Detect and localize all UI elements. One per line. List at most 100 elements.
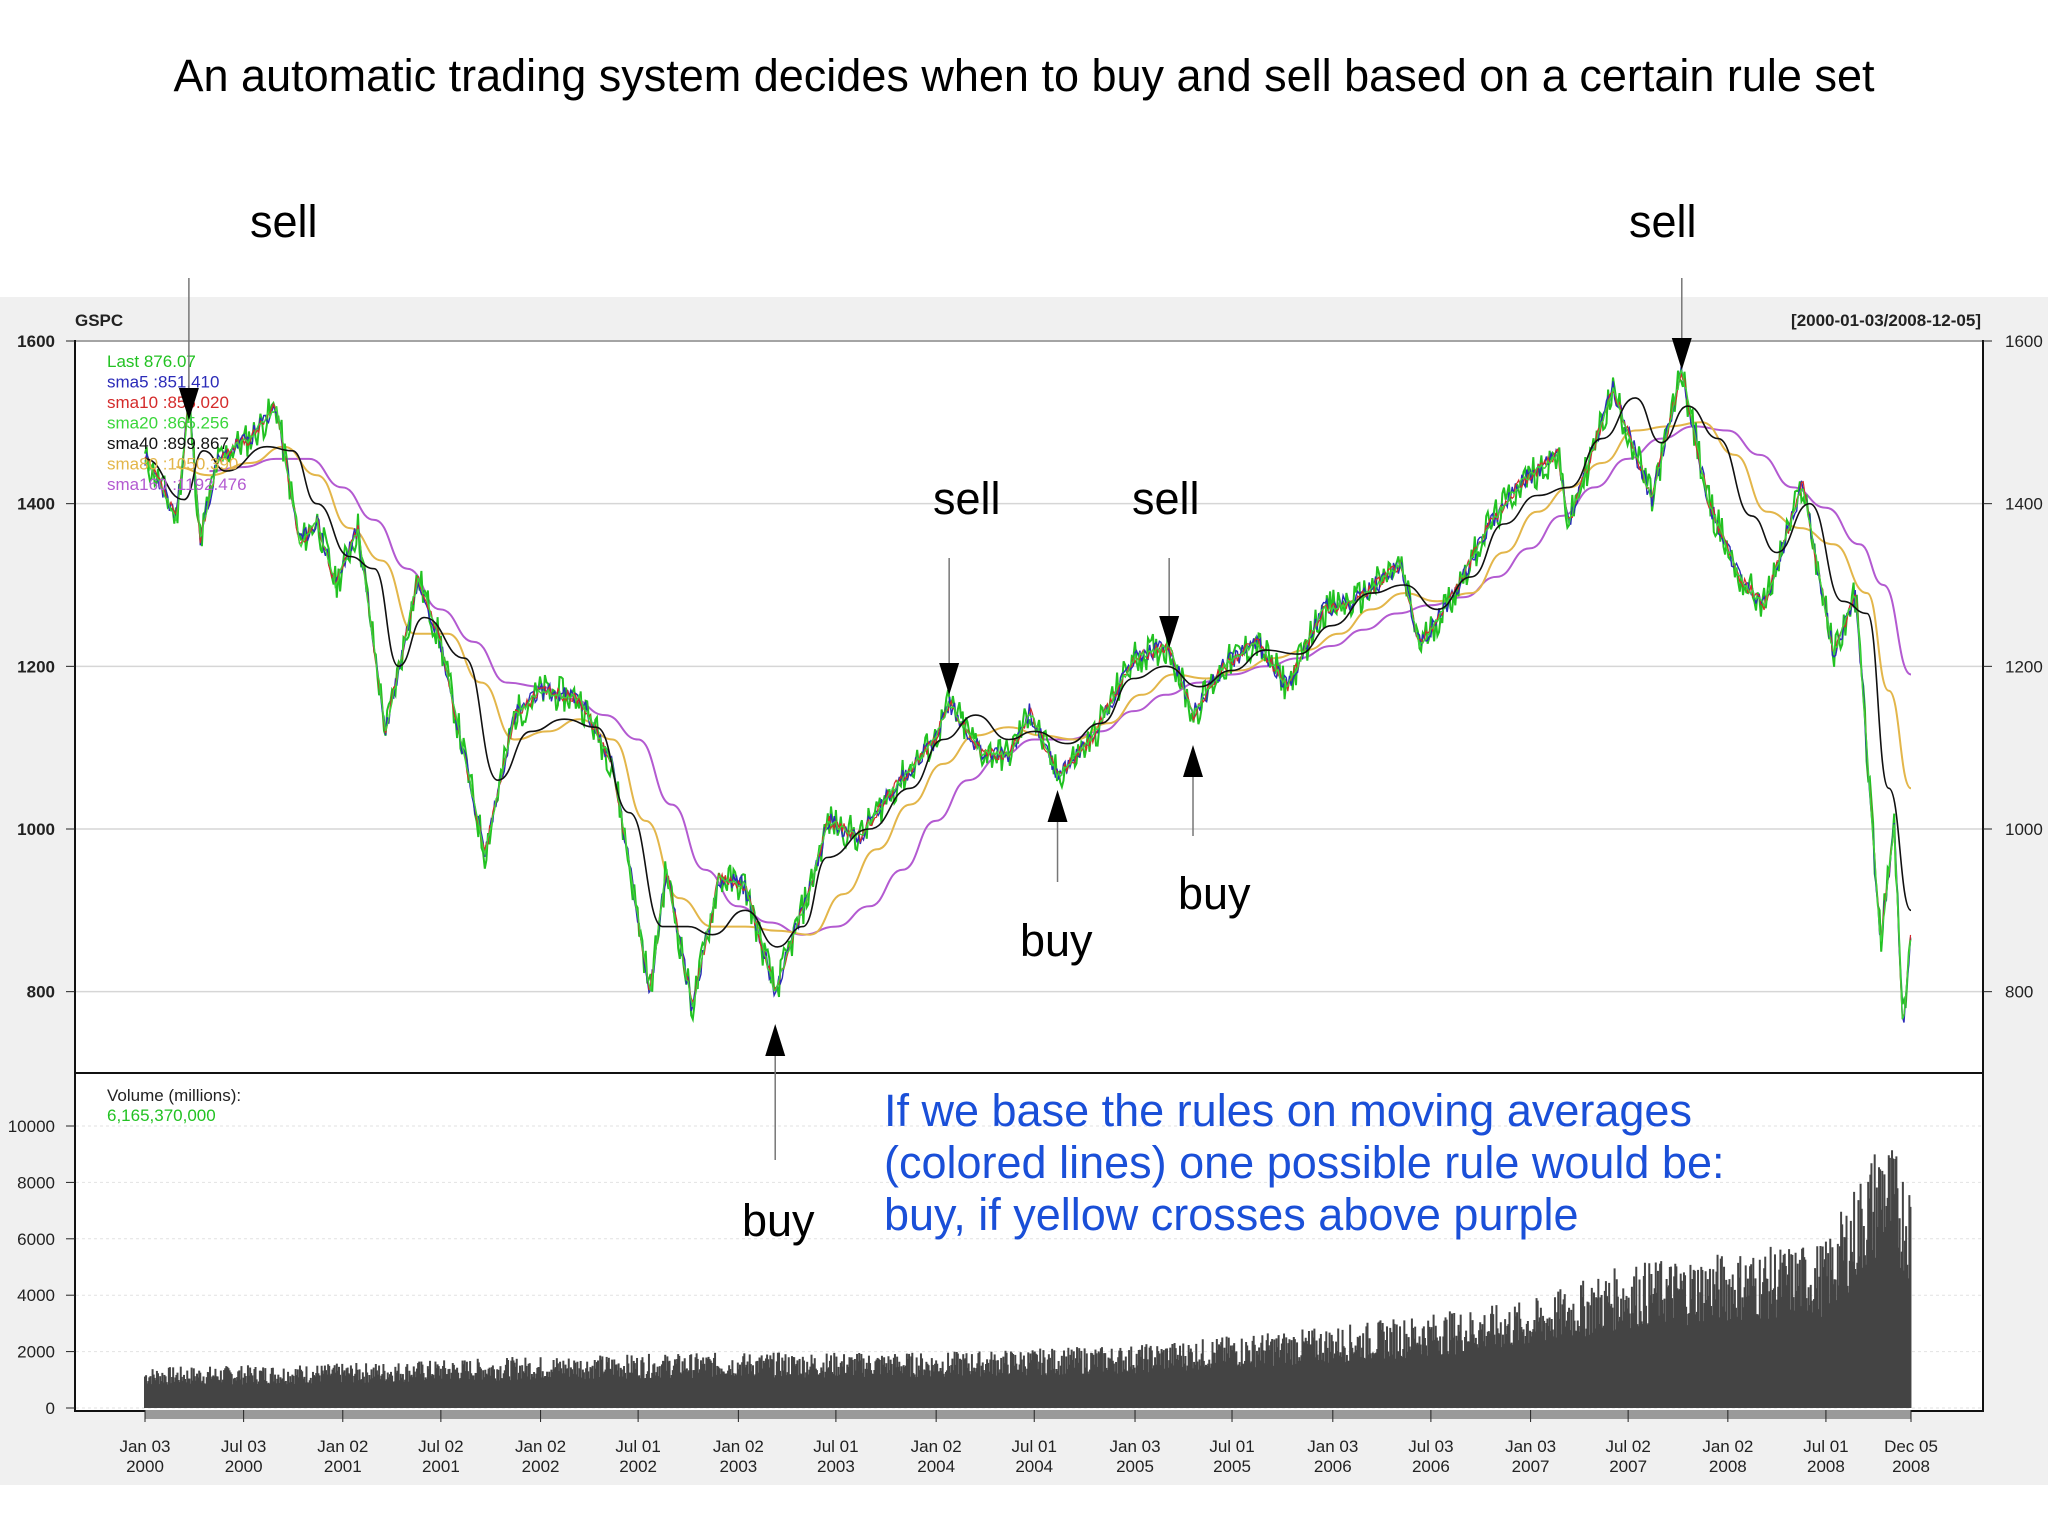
xtick-year: 2008 — [1807, 1457, 1845, 1476]
xtick-year: 2006 — [1314, 1457, 1352, 1476]
xtick-label: Jan 02 2002 — [515, 1437, 566, 1476]
sell-label: sell — [1629, 196, 1697, 247]
x-axis-band — [145, 1410, 1911, 1419]
xtick-year: 2001 — [422, 1457, 460, 1476]
volume-ytick: 8000 — [17, 1173, 55, 1192]
xtick-month: Jan 02 — [317, 1437, 368, 1456]
xtick-year: 2007 — [1512, 1457, 1550, 1476]
xtick-label: Jan 02 2004 — [911, 1437, 962, 1476]
xtick-year: 2004 — [1015, 1457, 1053, 1476]
xtick-month: Dec 05 — [1884, 1437, 1938, 1456]
legend-entry: Last 876.07 — [107, 352, 196, 371]
volume-last: 6,165,370,000 — [107, 1106, 216, 1125]
sell-label: sell — [250, 196, 318, 247]
xtick-year: 2008 — [1709, 1457, 1747, 1476]
series-layer — [144, 366, 1912, 1024]
xtick-year: 2003 — [719, 1457, 757, 1476]
xtick-label: Jul 02 2007 — [1605, 1437, 1650, 1476]
buy-label: buy — [1178, 868, 1251, 919]
ticks-layer: 800 800 1000 1000 1200 1200 1400 1400 1600 1600 0 2… — [8, 332, 2043, 1476]
xtick-label: Jan 03 2005 — [1109, 1437, 1160, 1476]
xtick-month: Jul 02 — [418, 1437, 463, 1456]
buy-label: buy — [742, 1195, 815, 1246]
xtick-year: 2002 — [619, 1457, 657, 1476]
xtick-month: Jan 02 — [1702, 1437, 1753, 1456]
xtick-month: Jul 03 — [1408, 1437, 1453, 1456]
rule-line-3: buy, if yellow crosses above purple — [884, 1189, 1579, 1240]
xtick-year: 2003 — [817, 1457, 855, 1476]
xtick-label: Jul 02 2001 — [418, 1437, 463, 1476]
price-ytick-right: 1000 — [2005, 820, 2043, 839]
xtick-month: Jul 01 — [1209, 1437, 1254, 1456]
sell-arrow-head — [1671, 338, 1692, 370]
buy-arrow-head — [1183, 745, 1204, 777]
price-ytick-right: 1200 — [2005, 657, 2043, 676]
price-ytick-right: 1400 — [2005, 495, 2043, 514]
price-ytick-right: 1600 — [2005, 332, 2043, 351]
price-ytick-left: 1400 — [17, 495, 55, 514]
sell-arrow-head — [939, 663, 960, 695]
xtick-month: Jul 01 — [615, 1437, 660, 1456]
price-ytick-left: 1600 — [17, 332, 55, 351]
xtick-month: Jan 03 — [1307, 1437, 1358, 1456]
xtick-year: 2001 — [324, 1457, 362, 1476]
xtick-label: Jan 02 2001 — [317, 1437, 368, 1476]
legend-entry: sma40 :899.867 — [107, 434, 229, 453]
volume-ytick: 2000 — [17, 1343, 55, 1362]
volume-ytick: 10000 — [8, 1117, 55, 1136]
xtick-label: Jul 03 2000 — [221, 1437, 266, 1476]
xtick-label: Jul 01 2002 — [615, 1437, 660, 1476]
xtick-month: Jan 03 — [1109, 1437, 1160, 1456]
price-ytick-left: 1200 — [17, 657, 55, 676]
xtick-month: Jan 02 — [713, 1437, 764, 1456]
xtick-label: Dec 05 2008 — [1884, 1437, 1938, 1476]
sell-arrow-head — [1159, 616, 1180, 648]
price-ytick-right: 800 — [2005, 983, 2033, 1002]
rule-line-1: If we base the rules on moving averages — [884, 1085, 1692, 1136]
xtick-month: Jan 03 — [1505, 1437, 1556, 1456]
xtick-year: 2008 — [1892, 1457, 1930, 1476]
volume-ytick: 4000 — [17, 1286, 55, 1305]
xtick-month: Jul 02 — [1605, 1437, 1650, 1456]
xtick-month: Jan 03 — [119, 1437, 170, 1456]
legend-entry: sma20 :865.256 — [107, 414, 229, 433]
xtick-label: Jan 02 2003 — [713, 1437, 764, 1476]
volume-bars — [144, 1150, 1912, 1408]
xtick-year: 2000 — [126, 1457, 164, 1476]
chart-title: GSPC — [75, 311, 123, 330]
xtick-year: 2006 — [1412, 1457, 1450, 1476]
xtick-label: Jul 01 2003 — [813, 1437, 858, 1476]
xtick-label: Jul 01 2008 — [1803, 1437, 1848, 1476]
annotation-arrows — [178, 278, 1692, 1160]
volume-ytick: 6000 — [17, 1230, 55, 1249]
price-ytick-left: 800 — [27, 983, 55, 1002]
xtick-month: Jul 01 — [813, 1437, 858, 1456]
rule-line-2: (colored lines) one possible rule would … — [884, 1137, 1725, 1188]
date-range: [2000-01-03/2008-12-05] — [1791, 311, 1981, 330]
slide-title: An automatic trading system decides when… — [173, 50, 1875, 101]
xtick-month: Jul 01 — [1012, 1437, 1057, 1456]
xtick-month: Jan 02 — [515, 1437, 566, 1456]
price-ytick-left: 1000 — [17, 820, 55, 839]
xtick-label: Jan 03 2006 — [1307, 1437, 1358, 1476]
sell-arrow-head — [178, 388, 199, 420]
buy-label: buy — [1020, 915, 1093, 966]
xtick-label: Jan 03 2000 — [119, 1437, 170, 1476]
legend-entry: sma10 :855.020 — [107, 393, 229, 412]
legend-entry: sma160 :1192.476 — [107, 475, 247, 494]
xtick-year: 2002 — [522, 1457, 560, 1476]
xtick-month: Jul 01 — [1803, 1437, 1848, 1456]
xtick-label: Jul 03 2006 — [1408, 1437, 1453, 1476]
xtick-year: 2005 — [1116, 1457, 1154, 1476]
xtick-month: Jan 02 — [911, 1437, 962, 1456]
buy-arrow-head — [765, 1024, 786, 1056]
rule-text: If we base the rules on moving averages … — [884, 1085, 1724, 1241]
sma40-line — [144, 397, 1912, 948]
xtick-label: Jul 01 2005 — [1209, 1437, 1254, 1476]
sell-label: sell — [933, 473, 1001, 524]
sell-label: sell — [1132, 473, 1200, 524]
sma20-line — [144, 368, 1912, 1020]
xtick-label: Jan 03 2007 — [1505, 1437, 1556, 1476]
xtick-label: Jan 02 2008 — [1702, 1437, 1753, 1476]
volume-label: Volume (millions): — [107, 1086, 241, 1105]
